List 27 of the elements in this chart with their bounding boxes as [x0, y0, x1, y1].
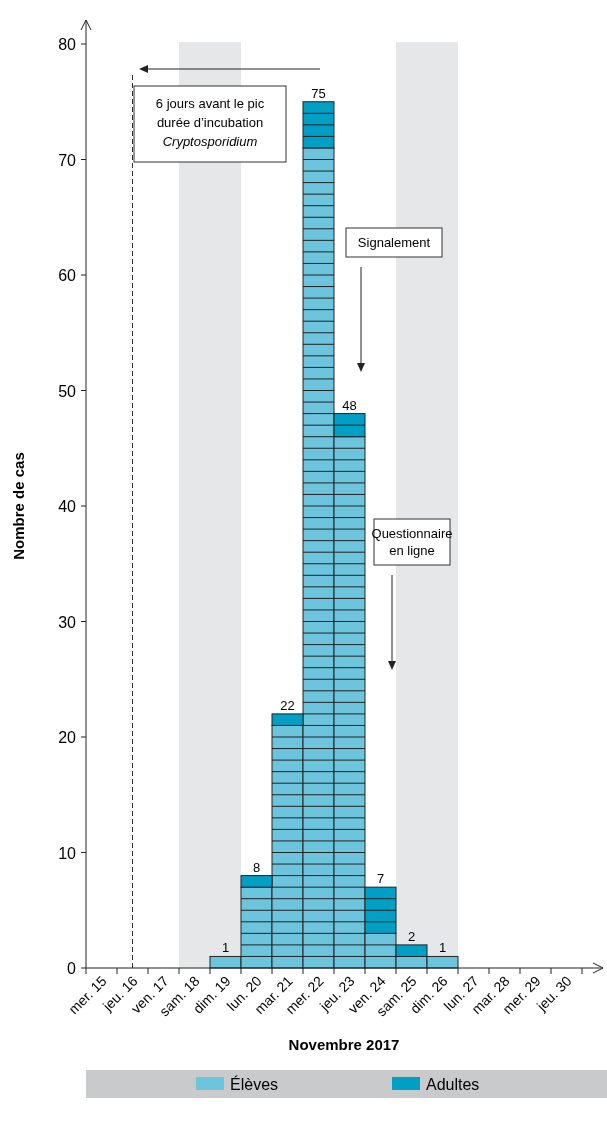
total-label: 8	[252, 859, 261, 875]
y-tick-label: 30	[58, 613, 77, 631]
note-box: Questionnaire en ligne	[371, 518, 453, 566]
total-label: 2	[407, 928, 416, 944]
annotation: Questionnaire en ligne	[371, 526, 453, 558]
total-label: 1	[438, 940, 447, 956]
note-box: 6 jours avant le pic durée d’incubation Cryptosporidium	[133, 85, 287, 163]
total-label: 75	[311, 85, 326, 101]
legend-label: Adultes	[426, 1076, 480, 1093]
total-label: 7	[376, 871, 385, 887]
y-tick-label: 80	[58, 36, 77, 53]
y-tick-label: 20	[58, 729, 77, 746]
total-label: 22	[280, 697, 295, 713]
y-tick-label: 40	[58, 498, 77, 515]
y-tick-label: 70	[58, 151, 77, 169]
y-tick-label: 50	[58, 382, 77, 400]
total-label: 48	[342, 397, 357, 413]
total-label: 1	[221, 940, 230, 956]
y-axis-title: Nombre de cas	[10, 452, 27, 560]
note-box: Signalement	[345, 227, 443, 258]
annotation: Signalement	[357, 235, 431, 250]
legend-label: Élèves	[230, 1075, 279, 1093]
annotation: 6 jours avant le pic durée d’incubation Cryptosporidium	[155, 96, 265, 149]
y-tick-label: 0	[67, 960, 77, 977]
y-tick-label: 60	[58, 267, 77, 284]
y-tick-label: 10	[58, 844, 77, 862]
x-axis-title: Novembre 2017	[288, 1036, 400, 1053]
